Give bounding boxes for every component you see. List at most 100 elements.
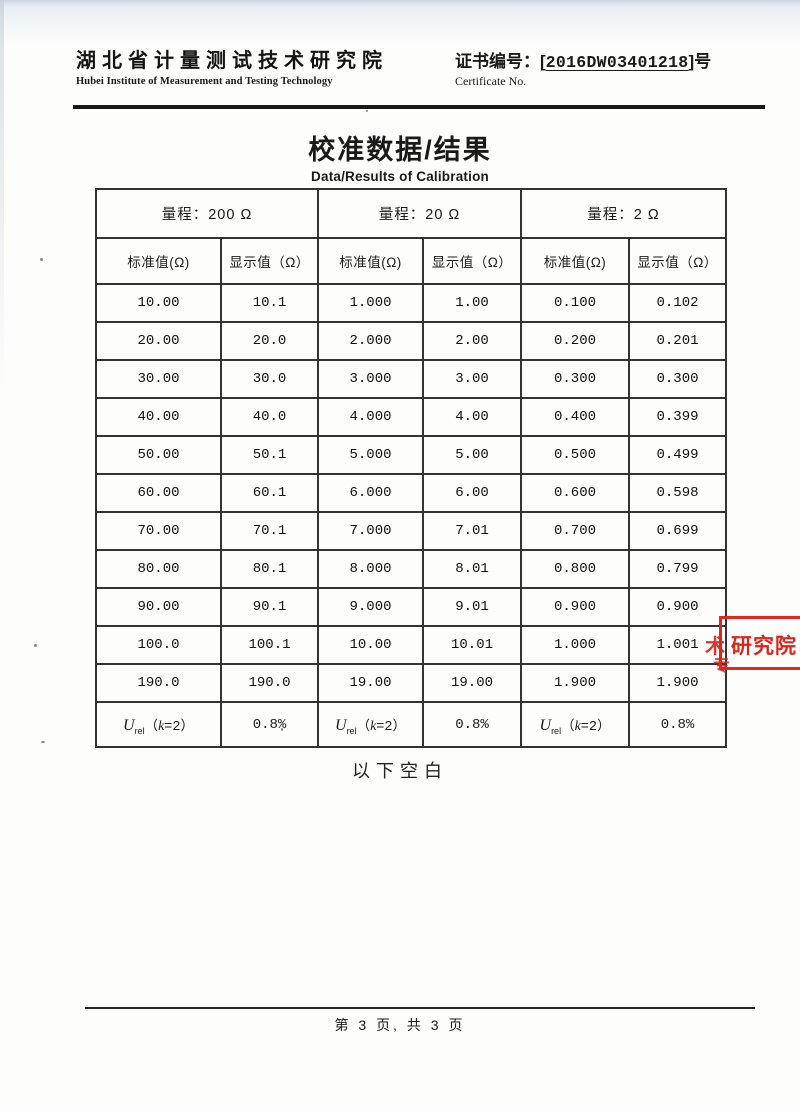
uncertainty-value: 0.8% <box>628 701 727 748</box>
column-header: 显示值（Ω） <box>422 237 522 285</box>
table-cell: 0.900 <box>520 587 630 627</box>
table-row: 60.00 60.1 6.000 6.00 0.600 0.598 <box>95 473 727 513</box>
table-cell: 0.400 <box>520 397 630 437</box>
table-cell: 3.000 <box>317 359 424 399</box>
u-paren-close: =2） <box>164 719 194 735</box>
table-cell: 1.000 <box>317 283 424 323</box>
table-cell: 0.500 <box>520 435 630 475</box>
table-cell: 2.00 <box>422 321 522 361</box>
calibration-table: 量程：200 Ω 量程：20 Ω 量程：2 Ω 标准值(Ω) 显示值（Ω） 标准… <box>95 188 727 748</box>
table-cell: 0.300 <box>520 359 630 399</box>
u-symbol: U <box>335 716 347 734</box>
table-cell: 40.00 <box>95 397 222 437</box>
table-cell: 1.001 <box>628 625 727 665</box>
scan-gradient-artifact <box>0 0 800 46</box>
table-cell: 30.00 <box>95 359 222 399</box>
table-cell: 0.699 <box>628 511 727 551</box>
table-cell: 0.598 <box>628 473 727 513</box>
table-cell: 1.900 <box>628 663 727 703</box>
table-cell: 60.00 <box>95 473 222 513</box>
u-paren-close: =2） <box>376 719 406 735</box>
u-symbol: U <box>123 716 135 734</box>
page-subtitle: Data/Results of Calibration <box>311 169 489 184</box>
column-header: 标准值(Ω) <box>95 237 222 285</box>
uncertainty-row: Urel（k=2） 0.8% Urel（k=2） 0.8% Urel（k=2） … <box>95 701 727 748</box>
table-cell: 3.00 <box>422 359 522 399</box>
uncertainty-label: Urel（k=2） <box>317 701 424 748</box>
range-header-row: 量程：200 Ω 量程：20 Ω 量程：2 Ω <box>95 188 727 239</box>
table-row: 190.0 190.0 19.00 19.00 1.900 1.900 <box>95 663 727 703</box>
table-row: 100.0 100.1 10.00 10.01 1.000 1.001 <box>95 625 727 665</box>
table-cell: 7.01 <box>422 511 522 551</box>
table-cell: 0.600 <box>520 473 630 513</box>
table-cell: 100.0 <box>95 625 222 665</box>
page-title: 校准数据/结果 <box>308 135 492 165</box>
table-cell: 100.1 <box>220 625 319 665</box>
table-body: 10.00 10.1 1.000 1.00 0.100 0.102 20.00 20.0 2.0… <box>95 283 727 703</box>
table-row: 40.00 40.0 4.000 4.00 0.400 0.399 <box>95 397 727 437</box>
u-paren-close: =2） <box>580 719 611 735</box>
table-cell: 0.102 <box>628 283 727 323</box>
column-header: 标准值(Ω) <box>520 237 630 285</box>
table-cell: 19.00 <box>317 663 424 703</box>
footer-rule <box>85 1007 755 1009</box>
column-header: 标准值(Ω) <box>317 237 424 285</box>
red-stamp: 术 研究院 专 <box>705 616 800 675</box>
bracket-open: [ <box>540 52 546 71</box>
table-cell: 0.100 <box>520 283 630 323</box>
header-rule <box>73 105 765 109</box>
u-symbol: U <box>539 716 552 734</box>
scan-speck <box>366 110 368 112</box>
table-cell: 50.1 <box>220 435 319 475</box>
table-cell: 4.00 <box>422 397 522 437</box>
u-k: k <box>158 718 165 734</box>
stamp-partial-char: 术 <box>705 636 725 658</box>
table-cell: 190.0 <box>220 663 319 703</box>
certificate-number-block: 证书编号：[2016DW03401218]号 Certificate No. <box>455 47 711 89</box>
column-header: 显示值（Ω） <box>220 237 319 285</box>
u-subscript: rel <box>551 725 562 736</box>
table-cell: 4.000 <box>317 397 424 437</box>
table-cell: 10.00 <box>317 625 424 665</box>
column-header-row: 标准值(Ω) 显示值（Ω） 标准值(Ω) 显示值（Ω） 标准值(Ω) 显示值（Ω… <box>95 237 727 285</box>
table-cell: 80.1 <box>220 549 319 589</box>
table-cell: 10.01 <box>422 625 522 665</box>
table-cell: 30.0 <box>220 359 319 399</box>
table-cell: 190.0 <box>95 663 222 703</box>
table-cell: 1.900 <box>520 663 630 703</box>
scan-speck <box>40 258 43 261</box>
stamp-text: 研究院 <box>731 635 797 658</box>
table-cell: 40.0 <box>220 397 319 437</box>
table-row: 30.00 30.0 3.000 3.00 0.300 0.300 <box>95 359 727 399</box>
certificate-number-line: 证书编号：[2016DW03401218]号 <box>455 47 711 72</box>
org-header: 湖北省计量测试技术研究院 Hubei Institute of Measurem… <box>76 44 388 87</box>
table-cell: 1.00 <box>422 283 522 323</box>
table-row: 70.00 70.1 7.000 7.01 0.700 0.699 <box>95 511 727 551</box>
table-cell: 0.700 <box>520 511 630 551</box>
table-cell: 19.00 <box>422 663 522 703</box>
table-cell: 80.00 <box>95 549 222 589</box>
table-row: 20.00 20.0 2.000 2.00 0.200 0.201 <box>95 321 727 361</box>
table-cell: 2.000 <box>317 321 424 361</box>
range-header-20: 量程：20 Ω <box>317 188 522 239</box>
table-row: 10.00 10.1 1.000 1.00 0.100 0.102 <box>95 283 727 323</box>
uncertainty-label: Urel（k=2） <box>520 701 630 748</box>
table-cell: 20.00 <box>95 321 222 361</box>
table-cell: 10.00 <box>95 283 222 323</box>
table-cell: 20.0 <box>220 321 319 361</box>
table-cell: 70.1 <box>220 511 319 551</box>
table-cell: 90.1 <box>220 587 319 627</box>
table-cell: 5.000 <box>317 435 424 475</box>
table-cell: 5.00 <box>422 435 522 475</box>
certificate-number-label: 证书编号： <box>455 52 540 71</box>
range-header-200: 量程：200 Ω <box>95 188 319 239</box>
range-header-2: 量程：2 Ω <box>520 188 727 239</box>
table-cell: 90.00 <box>95 587 222 627</box>
org-name-cn: 湖北省计量测试技术研究院 <box>76 50 388 72</box>
table-cell: 0.800 <box>520 549 630 589</box>
table-row: 90.00 90.1 9.000 9.01 0.900 0.900 <box>95 587 727 627</box>
u-paren-open: （ <box>144 719 159 735</box>
scan-speck <box>41 741 45 743</box>
table-cell: 8.000 <box>317 549 424 589</box>
